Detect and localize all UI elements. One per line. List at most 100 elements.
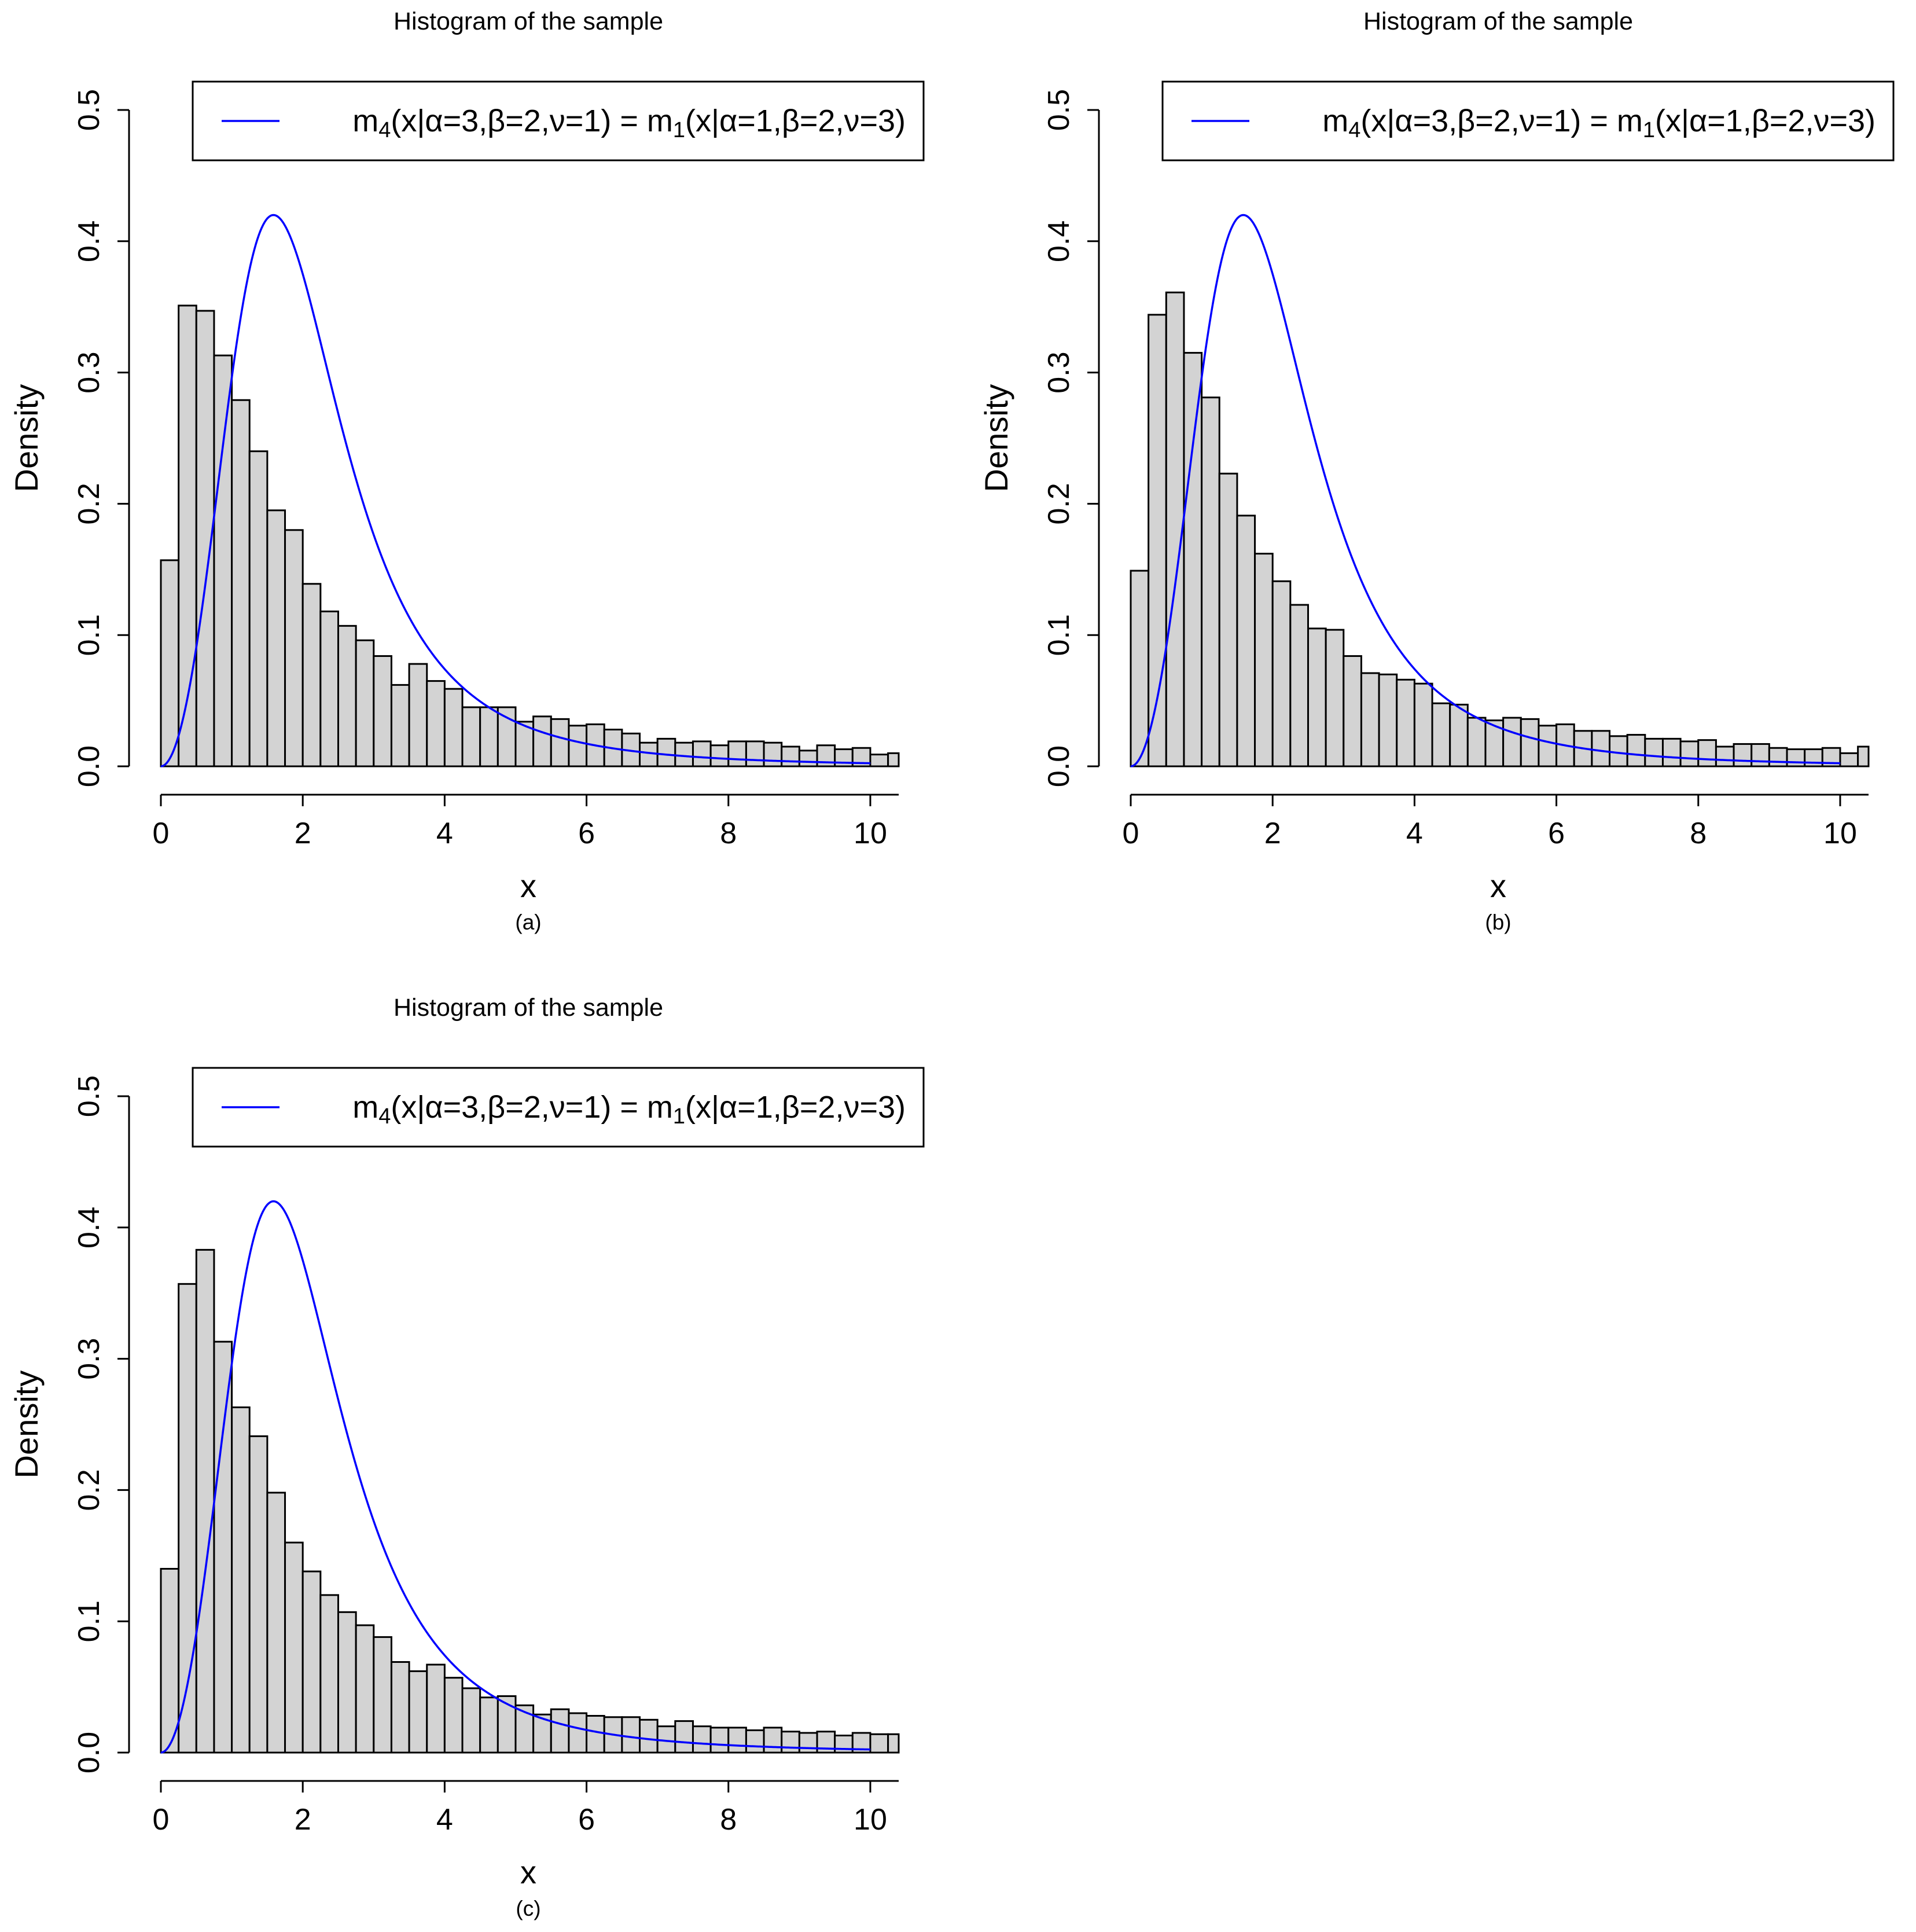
histogram-bar: [497, 1695, 517, 1754]
histogram-bar: [568, 1712, 588, 1754]
panel-title: Histogram of the sample: [394, 8, 663, 35]
y-tick-label: 0.2: [72, 1469, 106, 1511]
x-tick-label: 8: [720, 1803, 737, 1836]
panel-c: Histogram of the sample 0 2 4 6 8 10 0.00.10.…: [8, 994, 925, 1920]
panel-caption: (b): [1485, 910, 1511, 934]
histogram-bar: [1254, 553, 1274, 767]
histogram-bar: [1733, 743, 1753, 767]
histogram-bar: [1661, 737, 1682, 767]
y-tick-label: 0.5: [72, 89, 106, 131]
histogram-bar: [692, 740, 712, 767]
x-tick-label: 2: [295, 817, 311, 850]
histogram-bar: [213, 354, 233, 767]
legend-label: m4(x|α=3,β=2,ν=1) = m1(x|α=1,β=2,ν=3): [1322, 104, 1875, 142]
histogram-bar: [160, 1567, 180, 1754]
histogram-bar: [266, 509, 286, 767]
histogram-bars: [1130, 291, 1870, 767]
histogram-bar: [1396, 678, 1415, 767]
y-axis-label: Density: [8, 1371, 45, 1479]
histogram-bar: [1715, 745, 1735, 767]
histogram-bar: [1750, 743, 1770, 767]
histogram-bar: [1626, 734, 1646, 767]
histogram-bar: [1591, 730, 1611, 767]
legend-label: m4(x|α=3,β=2,ν=1) = m1(x|α=1,β=2,ν=3): [352, 1090, 906, 1129]
histogram-bar: [869, 754, 889, 767]
y-tick-label: 0.3: [72, 351, 106, 393]
histogram-bar: [727, 1727, 747, 1754]
panel-caption: (a): [515, 910, 541, 934]
x-tick-label: 4: [436, 817, 453, 850]
y-axis-label: Density: [8, 384, 45, 493]
histogram-bar: [337, 625, 357, 767]
x-tick-label: 4: [1406, 817, 1423, 850]
histogram-bar: [550, 718, 570, 767]
histogram-bar: [763, 741, 783, 767]
y-ticks: 0.0 0.1 0.2 0.3 0.4 0.5: [1042, 89, 1099, 787]
histogram-bar: [178, 1283, 197, 1754]
histogram-bar: [709, 1727, 730, 1754]
histogram-bar: [1839, 752, 1859, 767]
histogram-bar: [1520, 718, 1540, 767]
histogram-bar: [160, 559, 180, 767]
histogram-bar: [461, 706, 481, 767]
histogram-bar: [1165, 291, 1185, 767]
histogram-bar: [781, 745, 800, 767]
histogram-bar: [692, 1725, 712, 1754]
panel-title: Histogram of the sample: [1363, 8, 1633, 35]
histogram-bar: [1413, 682, 1433, 767]
histogram-bar: [1201, 396, 1220, 767]
panel-title: Histogram of the sample: [394, 994, 663, 1022]
histogram-bar: [301, 583, 322, 767]
histogram-bar: [1307, 627, 1327, 767]
y-tick-label: 0.2: [1042, 483, 1076, 524]
histogram-bar: [1218, 472, 1238, 767]
y-tick-label: 0.0: [1042, 745, 1076, 787]
histogram-bar: [745, 740, 765, 767]
y-tick-label: 0.1: [1042, 614, 1076, 656]
histogram-bar: [532, 715, 552, 767]
histogram-bar: [355, 639, 375, 767]
histogram-bar: [1183, 352, 1203, 767]
y-ticks: 0.0 0.1 0.2 0.3 0.4 0.5: [72, 89, 129, 787]
histogram-bar: [1786, 748, 1806, 767]
histogram-bar: [373, 1636, 392, 1754]
panel-b: Histogram of the sample 0 2 4 6 8 10 0.00.10.…: [978, 8, 1895, 934]
histogram-bar: [497, 706, 517, 767]
x-tick-label: 10: [854, 1803, 887, 1836]
histogram-bar: [1289, 604, 1309, 767]
histogram-bar: [390, 684, 410, 767]
histogram-bar: [284, 529, 304, 767]
x-axis-label: x: [1490, 868, 1506, 904]
histogram-bar: [1449, 703, 1469, 767]
density-curve: [160, 1200, 870, 1754]
histogram-bar: [373, 655, 392, 767]
x-tick-label: 6: [578, 817, 595, 850]
histogram-bar: [1538, 725, 1558, 767]
histogram-bar: [426, 680, 446, 767]
histogram-bar: [461, 1687, 481, 1754]
histogram-bar: [319, 1594, 339, 1754]
y-ticks: 0.0 0.1 0.2 0.3 0.4 0.5: [72, 1075, 129, 1773]
y-tick-label: 0.0: [72, 745, 106, 787]
x-ticks: 0 2 4 6 8 10: [153, 1781, 887, 1836]
histogram-bar: [1130, 570, 1150, 767]
histogram-bars: [160, 1248, 900, 1754]
x-tick-label: 8: [720, 817, 737, 850]
histogram-bar: [568, 725, 588, 767]
y-axis-label: Density: [978, 384, 1014, 493]
histogram-bar: [231, 1406, 251, 1754]
histogram-bar: [1644, 737, 1664, 767]
legend-box: [192, 1067, 925, 1148]
x-axis-label: x: [520, 868, 536, 904]
x-tick-label: 8: [1690, 817, 1707, 850]
histogram-bar: [798, 750, 818, 767]
x-axis-label: x: [520, 1854, 536, 1890]
histogram-bar: [674, 1720, 694, 1754]
histogram-bar: [195, 1248, 215, 1754]
y-tick-label: 0.3: [1042, 351, 1076, 393]
x-tick-label: 6: [1548, 817, 1565, 850]
histogram-bar: [355, 1624, 375, 1754]
histogram-bar: [798, 1732, 818, 1754]
histogram-bar: [621, 1716, 641, 1754]
histogram-bar: [1484, 719, 1505, 767]
